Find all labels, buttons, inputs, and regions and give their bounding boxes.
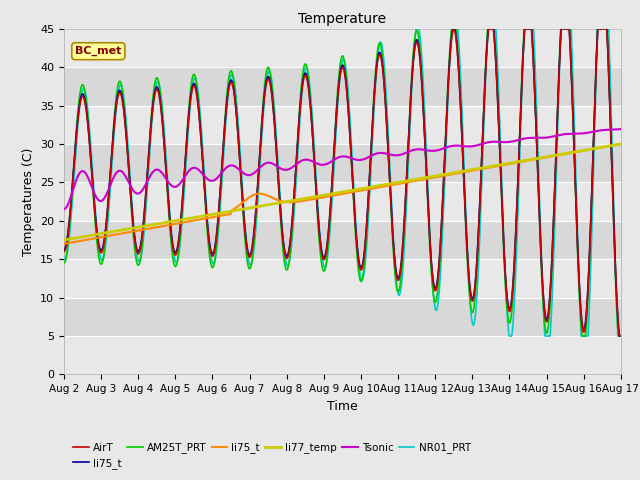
Legend: AirT, li75_t, AM25T_PRT, li75_t, li77_temp, Tsonic, NR01_PRT: AirT, li75_t, AM25T_PRT, li75_t, li77_te… [69, 438, 475, 473]
Bar [64, 221, 621, 259]
Text: BC_met: BC_met [75, 46, 122, 56]
Bar [64, 106, 621, 144]
Title: Temperature: Temperature [298, 12, 387, 26]
X-axis label: Time: Time [327, 400, 358, 413]
Bar [64, 67, 621, 106]
Bar [64, 144, 621, 182]
Bar [64, 298, 621, 336]
Bar [64, 336, 621, 374]
Y-axis label: Temperatures (C): Temperatures (C) [22, 147, 35, 256]
Bar [64, 29, 621, 67]
Bar [64, 259, 621, 298]
Bar [64, 182, 621, 221]
